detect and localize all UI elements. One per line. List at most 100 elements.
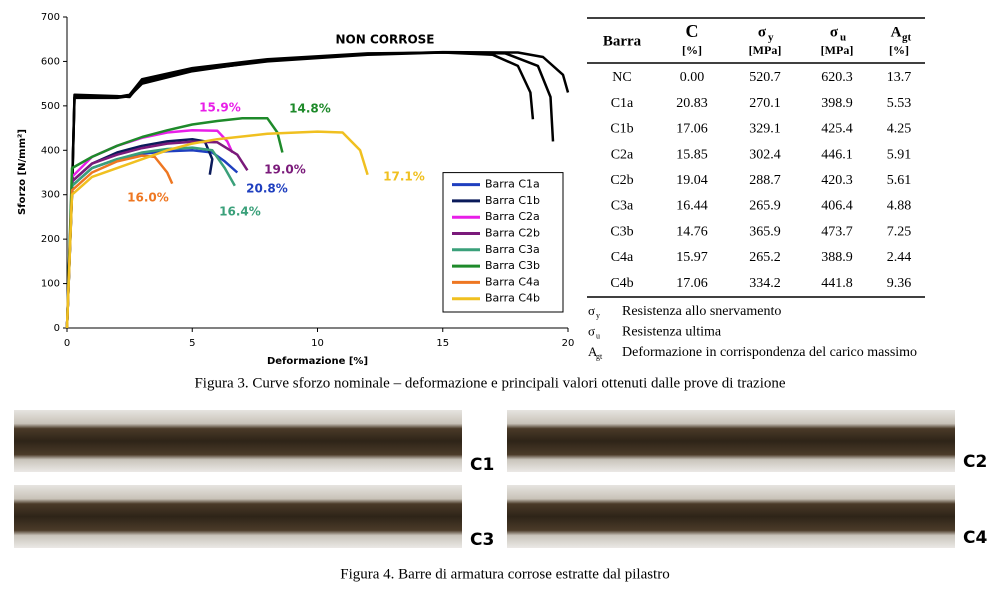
table-cell: 15.97 xyxy=(676,250,708,265)
photo-label: C1 xyxy=(470,455,494,475)
x-tick-label: 20 xyxy=(562,338,575,349)
legend-label: Barra C4b xyxy=(485,292,540,305)
table-cell: 4.25 xyxy=(887,122,912,137)
x-tick-label: 10 xyxy=(311,338,324,349)
table-cell: 13.7 xyxy=(887,70,912,85)
table-cell: C4a xyxy=(611,250,634,265)
y-axis-label: Sforzo [N/mm²] xyxy=(17,129,28,215)
y-tick-label: 500 xyxy=(41,101,60,112)
y-tick-label: 600 xyxy=(41,56,60,67)
table-cell: 15.85 xyxy=(676,147,708,162)
curve xyxy=(65,146,236,329)
table-cell: C1a xyxy=(611,96,634,111)
table-cell: 398.9 xyxy=(821,96,853,111)
table-cell: 2.44 xyxy=(887,250,912,265)
table-cell: 14.76 xyxy=(676,224,708,239)
legend-label: Barra C1b xyxy=(485,194,540,207)
y-tick-label: 400 xyxy=(41,145,60,156)
y-tick-label: 200 xyxy=(41,234,60,245)
caption: Figura 4. Barre di armatura corrose estr… xyxy=(340,566,669,582)
table-cell: 265.9 xyxy=(749,199,781,214)
photo xyxy=(14,485,462,548)
note-sub: gt xyxy=(596,352,603,361)
table-cell: C1b xyxy=(610,122,633,137)
table-cell: 265.2 xyxy=(749,250,781,265)
note-text: Resistenza ultima xyxy=(622,325,722,340)
table-header-unit: [MPa] xyxy=(821,43,854,57)
annotation: NON CORROSE xyxy=(336,33,435,47)
y-tick-label: 0 xyxy=(54,323,60,334)
annotation: 16.4% xyxy=(219,205,261,219)
table-cell: 17.06 xyxy=(676,276,708,291)
table-cell: 5.61 xyxy=(887,173,912,188)
legend-label: Barra C1a xyxy=(485,178,540,191)
table-cell: 388.9 xyxy=(821,250,853,265)
caption: Figura 3. Curve sforzo nominale – deform… xyxy=(194,375,785,391)
table-cell: C2b xyxy=(610,173,633,188)
x-tick-label: 5 xyxy=(189,338,195,349)
table-cell: 620.3 xyxy=(821,70,853,85)
table-cell: 420.3 xyxy=(821,173,853,188)
note-sub: y xyxy=(596,311,600,320)
x-tick-label: 15 xyxy=(436,338,449,349)
table-cell: 406.4 xyxy=(821,199,853,214)
table-header: σ xyxy=(758,24,767,40)
curve xyxy=(65,129,234,329)
x-tick-label: 0 xyxy=(64,338,70,349)
annotation: 16.0% xyxy=(127,191,169,205)
curve xyxy=(65,140,249,329)
table-cell: 270.1 xyxy=(749,96,781,111)
table-cell: 5.91 xyxy=(887,147,912,162)
table-cell: 446.1 xyxy=(821,147,853,162)
table-cell: C3a xyxy=(611,199,634,214)
legend-box xyxy=(442,172,564,313)
table-cell: C3b xyxy=(610,224,633,239)
table-cell: C4b xyxy=(610,276,633,291)
table-cell: 425.4 xyxy=(821,122,853,137)
table-cell: 7.25 xyxy=(887,224,912,239)
photo xyxy=(507,485,955,548)
annotation: 14.8% xyxy=(289,102,331,116)
photo xyxy=(507,410,955,472)
table-header-sub: u xyxy=(840,32,846,44)
table-header-unit: [%] xyxy=(682,43,702,57)
annotation: 15.9% xyxy=(199,101,241,115)
table-cell: NC xyxy=(612,70,631,85)
y-tick-label: 700 xyxy=(41,12,60,23)
table-cell: 4.88 xyxy=(887,199,912,214)
table-cell: 9.36 xyxy=(887,276,912,291)
table-header-sub: gt xyxy=(902,32,912,44)
table-header-sub: y xyxy=(768,32,774,44)
curve xyxy=(65,117,284,329)
legend-label: Barra C3b xyxy=(485,259,540,272)
table-cell: 20.83 xyxy=(676,96,708,111)
table-cell: 441.8 xyxy=(821,276,853,291)
annotation: 20.8% xyxy=(246,182,288,196)
table-header: σ xyxy=(830,24,839,40)
note-symbol: σ xyxy=(588,323,595,338)
photos xyxy=(14,410,955,548)
table-header-unit: [MPa] xyxy=(749,43,782,57)
table-cell: C2a xyxy=(611,147,634,162)
note-symbol: σ xyxy=(588,303,595,318)
table-cell: 473.7 xyxy=(821,224,853,239)
curve xyxy=(65,50,570,329)
legend-label: Barra C2a xyxy=(485,210,540,223)
table-cell: 0.00 xyxy=(680,70,705,85)
legend-label: Barra C3a xyxy=(485,243,540,256)
x-axis-label: Deformazione [%] xyxy=(267,356,368,367)
note-symbol: A xyxy=(588,344,598,359)
table-cell: 365.9 xyxy=(749,224,781,239)
table-cell: 288.7 xyxy=(749,173,781,188)
table-cell: 520.7 xyxy=(749,70,781,85)
curve xyxy=(65,154,174,329)
table-cell: 5.53 xyxy=(887,96,912,111)
annotation: 17.1% xyxy=(383,170,425,184)
legend-label: Barra C4a xyxy=(485,275,540,288)
table-cell: 17.06 xyxy=(676,122,708,137)
table-cell: 302.4 xyxy=(749,147,781,162)
photo xyxy=(14,410,462,472)
table-header: A xyxy=(891,24,902,40)
photo-label: C3 xyxy=(470,530,494,550)
